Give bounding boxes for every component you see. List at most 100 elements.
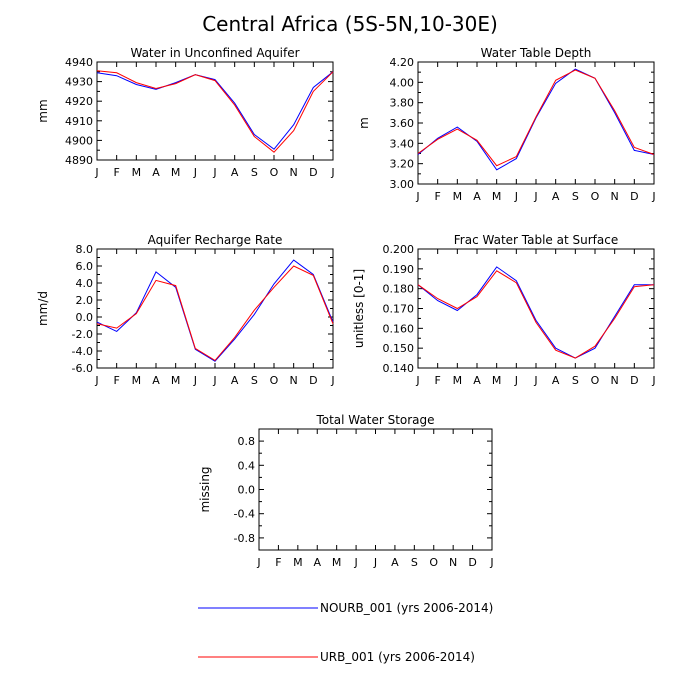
panel-title: Aquifer Recharge Rate	[148, 233, 283, 247]
x-tick-label: O	[591, 190, 600, 203]
y-tick-label: 3.60	[390, 117, 415, 130]
x-tick-label: M	[492, 374, 502, 387]
y-tick-label: 4920	[65, 95, 93, 108]
x-tick-label: S	[411, 556, 418, 569]
y-axis-label: missing	[198, 466, 212, 512]
x-tick-label: D	[309, 166, 317, 179]
y-axis-label: mm/d	[36, 291, 50, 326]
x-tick-label: O	[591, 374, 600, 387]
y-tick-label: 0.150	[383, 342, 415, 355]
x-tick-label: M	[132, 166, 142, 179]
figure-title: Central Africa (5S-5N,10-30E)	[202, 12, 498, 36]
x-tick-label: J	[94, 166, 98, 179]
x-tick-label: J	[533, 190, 537, 203]
x-tick-label: M	[171, 374, 181, 387]
x-tick-label: J	[193, 166, 197, 179]
x-tick-label: S	[251, 166, 258, 179]
x-tick-label: F	[114, 374, 120, 387]
x-tick-label: D	[630, 190, 638, 203]
x-tick-label: J	[415, 190, 419, 203]
x-tick-label: D	[468, 556, 476, 569]
y-tick-label: 0.190	[383, 263, 415, 276]
chart-panel-4: Frac Water Table at Surface unitless [0-1…	[352, 233, 656, 387]
x-tick-label: J	[651, 190, 655, 203]
x-tick-label: J	[212, 166, 216, 179]
x-tick-label: O	[429, 556, 438, 569]
x-tick-label: J	[514, 374, 518, 387]
x-tick-label: A	[231, 374, 239, 387]
chart-panel-3: Aquifer Recharge Rate mm/d -6.0 -4.0 -2.0 0.0…	[36, 233, 335, 387]
x-tick-label: S	[572, 374, 579, 387]
y-tick-label: 4940	[65, 56, 93, 69]
y-tick-label: 3.80	[390, 97, 415, 110]
x-tick-label: A	[473, 190, 481, 203]
x-tick-label: M	[132, 374, 142, 387]
x-tick-label: M	[453, 374, 463, 387]
x-tick-label: F	[435, 374, 441, 387]
chart-panels: Water in Unconfined Aquifer mm 4890 4900 491…	[36, 46, 656, 569]
legend-label-nourb: NOURB_001 (yrs 2006-2014)	[320, 601, 493, 615]
y-tick-label: 0.170	[383, 303, 415, 316]
x-tick-label: J	[330, 166, 334, 179]
x-tick-label: S	[572, 190, 579, 203]
series-line-urb	[417, 270, 655, 359]
y-tick-label: 4890	[65, 154, 93, 167]
y-tick-label: -0.4	[234, 508, 255, 521]
y-axis-label: unitless [0-1]	[352, 269, 366, 348]
x-tick-label: J	[256, 556, 260, 569]
panel-title: Frac Water Table at Surface	[454, 233, 618, 247]
x-tick-label: M	[293, 556, 303, 569]
y-tick-label: 0.140	[383, 362, 415, 375]
y-axis-label: m	[357, 117, 371, 129]
chart-panel-5: Total Water Storage missing -0.8 -0.4 0.0 0.4…	[198, 413, 494, 569]
y-tick-label: 0.200	[383, 243, 415, 256]
x-tick-label: N	[611, 190, 619, 203]
y-tick-label: 0.160	[383, 322, 415, 335]
x-tick-label: J	[212, 374, 216, 387]
x-tick-label: J	[353, 556, 357, 569]
x-tick-label: J	[330, 374, 334, 387]
series-line-nourb	[96, 259, 334, 362]
y-tick-label: 3.40	[390, 137, 415, 150]
legend: NOURB_001 (yrs 2006-2014) URB_001 (yrs 2…	[198, 601, 493, 664]
y-tick-label: 4930	[65, 76, 93, 89]
x-tick-label: J	[489, 556, 493, 569]
y-tick-label: 4.00	[390, 76, 415, 89]
chart-panel-1: Water in Unconfined Aquifer mm 4890 4900 491…	[36, 46, 335, 179]
x-tick-label: F	[114, 166, 120, 179]
x-tick-label: J	[193, 374, 197, 387]
x-tick-label: M	[332, 556, 342, 569]
y-tick-label: -0.8	[234, 532, 255, 545]
series-line-urb	[417, 69, 655, 167]
x-tick-label: J	[651, 374, 655, 387]
x-tick-label: A	[552, 374, 560, 387]
x-tick-label: A	[313, 556, 321, 569]
y-axis-label: mm	[36, 99, 50, 122]
series-line-nourb	[96, 71, 334, 150]
x-tick-label: A	[473, 374, 481, 387]
x-tick-label: M	[171, 166, 181, 179]
y-tick-label: 3.20	[390, 158, 415, 171]
plot-frame	[417, 61, 655, 185]
x-tick-label: A	[152, 166, 160, 179]
plot-frame	[258, 428, 493, 551]
y-tick-label: 0.8	[238, 435, 256, 448]
y-tick-label: -4.0	[72, 345, 93, 358]
y-tick-label: 4910	[65, 115, 93, 128]
chart-panel-2: Water Table Depth m 3.00 3.20 3.40 3.60 3.80 4.…	[357, 46, 656, 203]
y-tick-label: 6.0	[76, 260, 94, 273]
legend-label-urb: URB_001 (yrs 2006-2014)	[320, 650, 475, 664]
series-line-nourb	[417, 266, 654, 359]
y-tick-label: 0.4	[238, 459, 256, 472]
y-tick-label: 0.0	[238, 484, 256, 497]
plot-frame	[96, 248, 334, 369]
y-tick-label: 8.0	[76, 243, 94, 256]
plot-frame	[96, 61, 334, 161]
x-tick-label: A	[391, 556, 399, 569]
x-tick-label: O	[270, 374, 279, 387]
x-tick-label: N	[290, 166, 298, 179]
y-tick-label: 0.180	[383, 283, 415, 296]
x-tick-label: N	[611, 374, 619, 387]
series-line-nourb	[417, 68, 655, 171]
